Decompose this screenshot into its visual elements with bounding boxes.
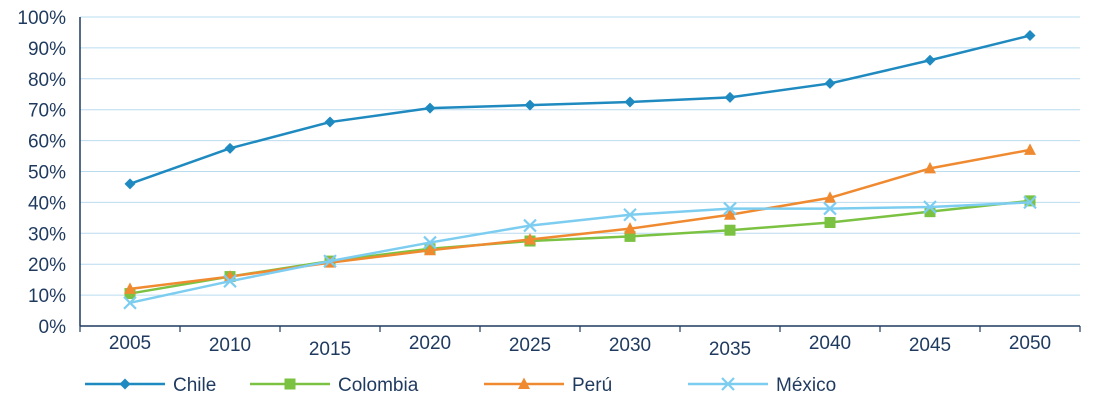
data-point bbox=[424, 243, 436, 256]
legend-label: Colombia bbox=[338, 375, 419, 396]
series-line bbox=[129, 201, 1031, 305]
data-point bbox=[324, 116, 336, 128]
y-tick-label: 90% bbox=[28, 39, 66, 60]
legend-label: Chile bbox=[173, 375, 216, 396]
y-tick-label: 40% bbox=[28, 193, 66, 214]
data-point bbox=[824, 77, 836, 89]
series-group bbox=[123, 30, 1037, 310]
y-tick-label: 30% bbox=[28, 224, 66, 245]
x-tick-label: 2025 bbox=[509, 335, 551, 356]
data-point bbox=[824, 216, 836, 228]
data-point bbox=[824, 191, 836, 203]
series-line bbox=[129, 148, 1031, 291]
data-point bbox=[1023, 195, 1037, 210]
data-point bbox=[524, 99, 536, 111]
legend-item: Perú bbox=[484, 375, 612, 396]
y-axis-ticks: 0% 10% 20% 30% 40% 50% 60% 70% 80% 90% 100% bbox=[17, 8, 66, 338]
data-point bbox=[624, 230, 636, 242]
data-point bbox=[924, 206, 936, 218]
y-tick-label: 80% bbox=[28, 70, 66, 91]
series-2 bbox=[124, 143, 1036, 294]
data-point bbox=[524, 232, 536, 245]
data-point bbox=[623, 207, 637, 222]
data-point bbox=[823, 201, 837, 216]
series-line bbox=[129, 199, 1031, 295]
legend-marker bbox=[284, 378, 296, 390]
series-line bbox=[129, 34, 1031, 186]
data-point bbox=[224, 142, 236, 154]
data-point bbox=[223, 274, 237, 288]
data-point bbox=[624, 96, 636, 108]
data-point bbox=[723, 201, 737, 216]
data-point bbox=[1024, 30, 1036, 42]
y-tick-label: 70% bbox=[28, 101, 66, 122]
legend-item: Colombia bbox=[250, 375, 419, 396]
data-point bbox=[724, 91, 736, 103]
y-tick-label: 100% bbox=[17, 8, 66, 29]
x-tick-label: 2005 bbox=[109, 333, 151, 354]
legend-item: México bbox=[688, 375, 836, 396]
legend-marker bbox=[721, 377, 735, 391]
y-tick-label: 50% bbox=[28, 163, 66, 184]
y-tick-label: 10% bbox=[28, 286, 66, 307]
legend: Chile Colombia Perú México bbox=[85, 375, 836, 396]
x-tick-label: 2040 bbox=[809, 333, 851, 354]
data-point bbox=[923, 200, 937, 214]
data-point bbox=[724, 208, 736, 220]
y-tick-label: 0% bbox=[39, 317, 67, 338]
legend-label: Perú bbox=[572, 375, 612, 396]
data-point bbox=[624, 222, 636, 234]
legend-marker bbox=[119, 378, 131, 390]
x-tick-label: 2045 bbox=[909, 335, 951, 356]
gridlines bbox=[80, 16, 1080, 296]
data-point bbox=[1024, 143, 1036, 155]
x-tick-label: 2030 bbox=[609, 335, 651, 356]
legend-item: Chile bbox=[85, 375, 216, 396]
x-tick-label: 2020 bbox=[409, 333, 451, 354]
x-tick-label: 2035 bbox=[709, 339, 751, 360]
data-point bbox=[424, 102, 436, 114]
data-point bbox=[123, 296, 137, 310]
data-point bbox=[124, 282, 136, 294]
legend-label: México bbox=[776, 375, 836, 396]
data-point bbox=[724, 224, 736, 236]
data-point bbox=[124, 178, 136, 190]
x-tick-label: 2010 bbox=[209, 335, 251, 356]
x-axis-ticks: 2005 2010 2015 2020 2025 2030 2035 2040 2045 2050 bbox=[109, 333, 1051, 360]
series-0 bbox=[124, 30, 1036, 190]
series-1 bbox=[124, 195, 1036, 300]
axes bbox=[79, 17, 1081, 332]
x-tick-label: 2015 bbox=[309, 339, 351, 360]
data-point bbox=[523, 218, 537, 233]
data-point bbox=[423, 235, 437, 250]
legend-marker bbox=[518, 377, 530, 389]
x-tick-label: 2050 bbox=[1009, 333, 1051, 354]
data-point bbox=[924, 161, 936, 174]
data-point bbox=[924, 54, 936, 66]
data-point bbox=[323, 254, 337, 268]
series-3 bbox=[123, 195, 1037, 310]
y-tick-label: 20% bbox=[28, 255, 66, 276]
y-tick-label: 60% bbox=[28, 132, 66, 153]
